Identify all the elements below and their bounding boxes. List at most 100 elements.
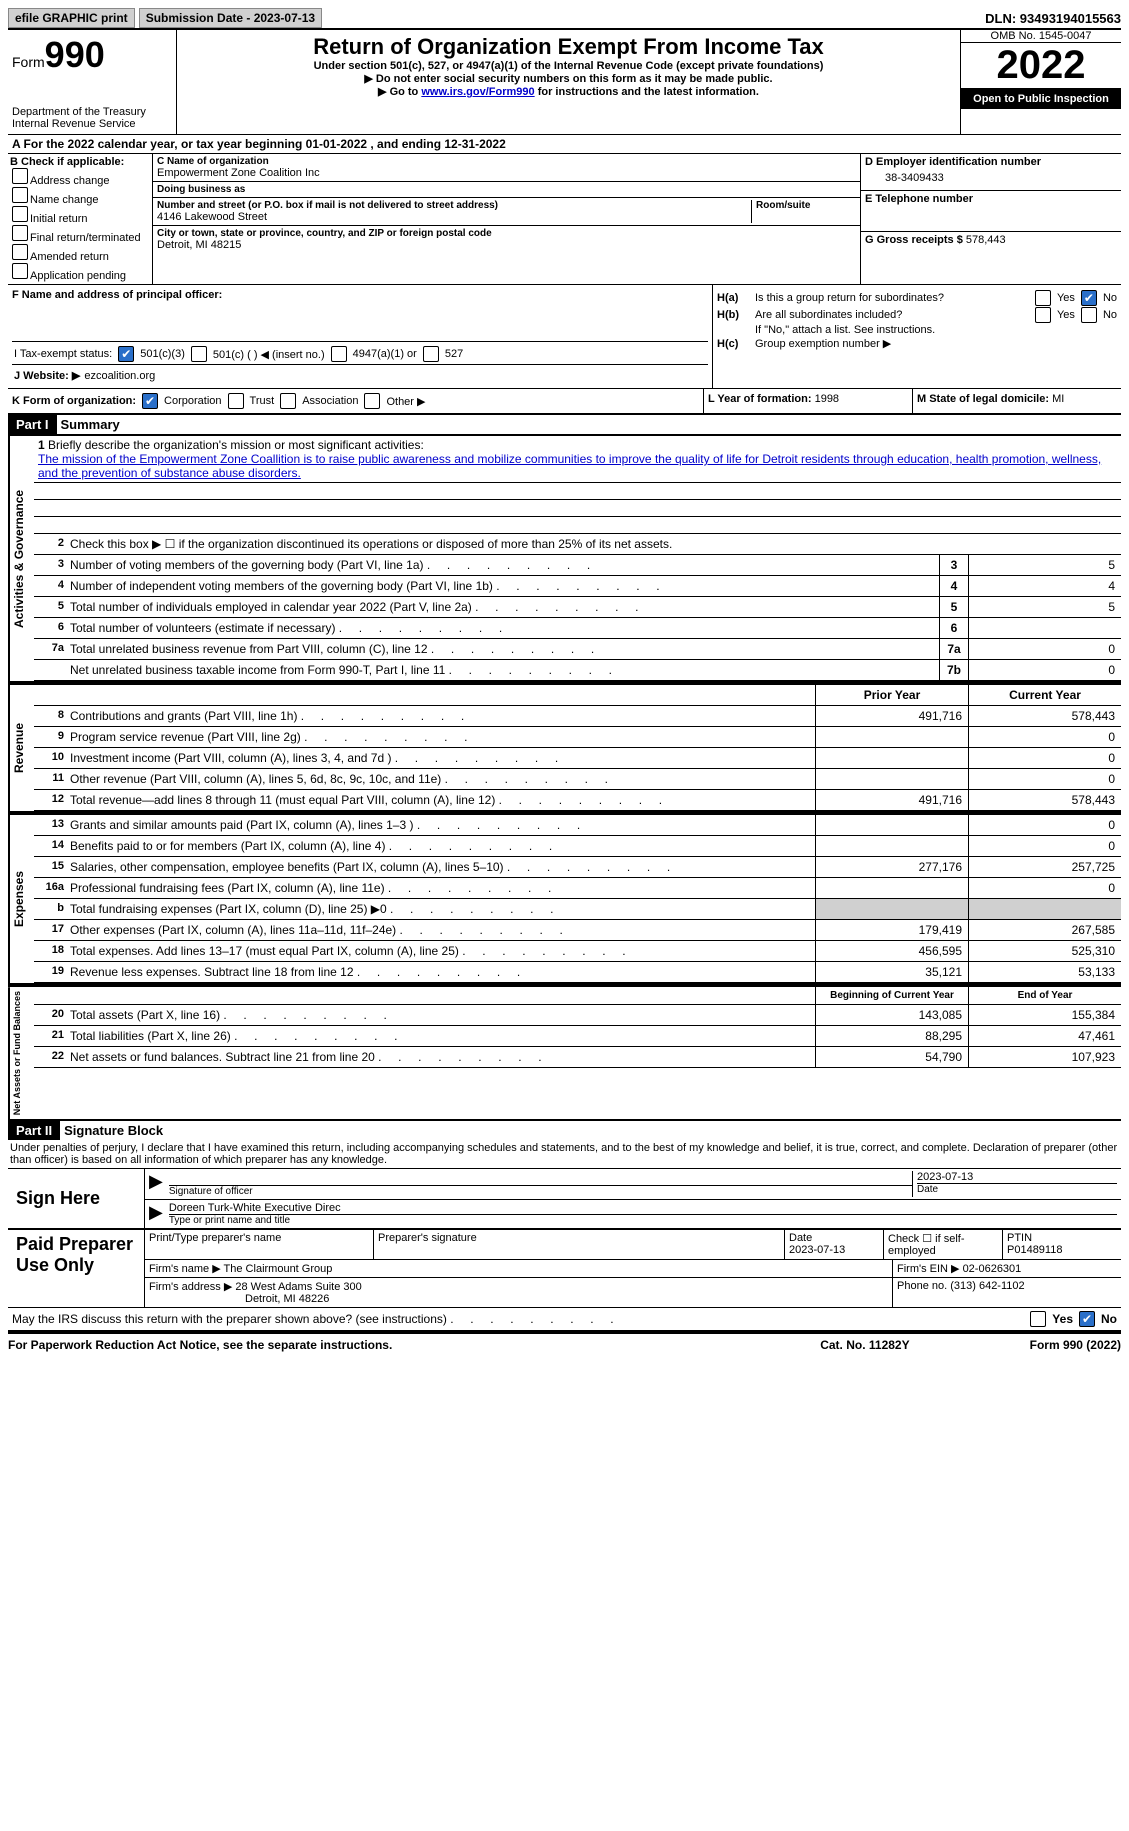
city-label: City or town, state or province, country… bbox=[157, 228, 856, 239]
vlabel-netassets: Net Assets or Fund Balances bbox=[8, 987, 34, 1119]
box-f: F Name and address of principal officer:… bbox=[8, 285, 713, 388]
ptin-value: P01489118 bbox=[1007, 1244, 1062, 1256]
check-amended-return[interactable]: Amended return bbox=[10, 244, 150, 263]
efile-button[interactable]: efile GRAPHIC print bbox=[8, 8, 135, 28]
check-501c[interactable] bbox=[191, 346, 207, 362]
table-row: 7aTotal unrelated business revenue from … bbox=[34, 639, 1121, 660]
omb-label: OMB No. 1545-0047 bbox=[961, 30, 1121, 42]
part-1-header: Part I bbox=[8, 415, 57, 434]
check-501c3[interactable] bbox=[118, 346, 134, 362]
prep-date-label: Date bbox=[789, 1232, 812, 1244]
prep-row-2: Firm's name ▶ The Clairmount Group Firm'… bbox=[145, 1260, 1121, 1278]
hc-line: H(c) Group exemption number ▶ bbox=[717, 337, 1117, 350]
hc-text: Group exemption number ▶ bbox=[755, 337, 891, 350]
hb-yes[interactable] bbox=[1035, 307, 1051, 323]
sig-officer-row: ▶ Signature of officer 2023-07-13 Date bbox=[145, 1169, 1121, 1200]
check-corporation[interactable] bbox=[142, 393, 158, 409]
box-m-label: M State of legal domicile: bbox=[917, 393, 1049, 405]
sign-here-row: Sign Here ▶ Signature of officer 2023-07… bbox=[8, 1169, 1121, 1229]
check-other[interactable] bbox=[364, 393, 380, 409]
check-association[interactable] bbox=[280, 393, 296, 409]
opt-address-change: Address change bbox=[30, 175, 110, 187]
phone-cell: E Telephone number bbox=[861, 191, 1121, 232]
no-label-2: No bbox=[1103, 309, 1117, 321]
table-row: 14Benefits paid to or for members (Part … bbox=[34, 836, 1121, 857]
box-l-value: 1998 bbox=[815, 393, 839, 405]
check-trust[interactable] bbox=[228, 393, 244, 409]
summary-expenses: Expenses 13Grants and similar amounts pa… bbox=[8, 813, 1121, 985]
submission-date-button[interactable]: Submission Date - 2023-07-13 bbox=[139, 8, 322, 28]
table-row: 17Other expenses (Part IX, column (A), l… bbox=[34, 920, 1121, 941]
opt-assoc: Association bbox=[302, 395, 358, 407]
box-m-value: MI bbox=[1052, 393, 1064, 405]
top-bar: efile GRAPHIC print Submission Date - 20… bbox=[8, 8, 1121, 30]
opt-initial-return: Initial return bbox=[30, 213, 87, 225]
table-row: 5Total number of individuals employed in… bbox=[34, 597, 1121, 618]
opt-527: 527 bbox=[445, 348, 463, 360]
goto-pre: ▶ Go to bbox=[378, 86, 421, 98]
table-row: 6Total number of volunteers (estimate if… bbox=[34, 618, 1121, 639]
check-4947[interactable] bbox=[331, 346, 347, 362]
check-final-return[interactable]: Final return/terminated bbox=[10, 225, 150, 244]
yes-label: Yes bbox=[1057, 292, 1075, 304]
phone-label-prep: Phone no. bbox=[897, 1280, 947, 1292]
form-header: Form990 Department of the Treasury Inter… bbox=[8, 30, 1121, 135]
sign-here-right: ▶ Signature of officer 2023-07-13 Date ▶… bbox=[145, 1169, 1121, 1228]
gross-label: G Gross receipts $ bbox=[865, 234, 963, 246]
sig-declaration: Under penalties of perjury, I declare th… bbox=[8, 1140, 1121, 1169]
netassets-header-row: Beginning of Current Year End of Year bbox=[34, 987, 1121, 1005]
part-2-title: Signature Block bbox=[60, 1121, 167, 1140]
firm-name-cell: Firm's name ▶ The Clairmount Group bbox=[145, 1260, 893, 1277]
opt-amended-return: Amended return bbox=[30, 251, 109, 263]
box-k-label: K Form of organization: bbox=[12, 395, 136, 407]
table-row: 12Total revenue—add lines 8 through 11 (… bbox=[34, 790, 1121, 811]
open-inspection: Open to Public Inspection bbox=[961, 89, 1121, 109]
box-i: I Tax-exempt status: 501(c)(3) 501(c) ( … bbox=[12, 341, 708, 364]
ha-yes[interactable] bbox=[1035, 290, 1051, 306]
irs-link[interactable]: www.irs.gov/Form990 bbox=[421, 86, 534, 98]
ha-no[interactable] bbox=[1081, 290, 1097, 306]
ha-text: Is this a group return for subordinates? bbox=[755, 292, 1029, 304]
section-klm: K Form of organization: Corporation Trus… bbox=[8, 389, 1121, 415]
blank-2 bbox=[34, 500, 1121, 517]
hb-no[interactable] bbox=[1081, 307, 1097, 323]
summary-netassets: Net Assets or Fund Balances Beginning of… bbox=[8, 985, 1121, 1121]
discuss-yes-label: Yes bbox=[1052, 1312, 1073, 1326]
phone-value bbox=[865, 205, 1117, 229]
check-name-change[interactable]: Name change bbox=[10, 187, 150, 206]
section-bcdeg: B Check if applicable: Address change Na… bbox=[8, 154, 1121, 285]
opt-501c3: 501(c)(3) bbox=[140, 348, 185, 360]
opt-corp: Corporation bbox=[164, 395, 221, 407]
firm-city-value: Detroit, MI 48226 bbox=[149, 1293, 329, 1305]
part-2-header-row: Part II Signature Block bbox=[8, 1121, 1121, 1140]
prep-date-value: 2023-07-13 bbox=[789, 1244, 845, 1256]
dba-cell: Doing business as bbox=[153, 182, 860, 198]
part-1-title: Summary bbox=[57, 415, 124, 434]
city-cell: City or town, state or province, country… bbox=[153, 226, 860, 253]
discuss-no[interactable] bbox=[1079, 1311, 1095, 1327]
sig-name-value: Doreen Turk-White Executive Direc bbox=[169, 1202, 1117, 1214]
expense-block: 13Grants and similar amounts paid (Part … bbox=[34, 815, 1121, 983]
firm-ein-label: Firm's EIN ▶ bbox=[897, 1263, 960, 1275]
hb-note: If "No," attach a list. See instructions… bbox=[717, 324, 1117, 336]
sig-date-value: 2023-07-13 bbox=[917, 1171, 1117, 1183]
box-h: H(a) Is this a group return for subordin… bbox=[713, 285, 1121, 388]
form-number: Form990 bbox=[12, 34, 172, 76]
form-title: Return of Organization Exempt From Incom… bbox=[181, 34, 956, 60]
check-initial-return[interactable]: Initial return bbox=[10, 206, 150, 225]
address-value: 4146 Lakewood Street bbox=[157, 211, 751, 223]
prep-ptin-cell: PTINP01489118 bbox=[1003, 1230, 1121, 1259]
check-527[interactable] bbox=[423, 346, 439, 362]
discuss-yes[interactable] bbox=[1030, 1311, 1046, 1327]
form-subtitle-3: ▶ Go to www.irs.gov/Form990 for instruct… bbox=[181, 85, 956, 98]
check-address-change[interactable]: Address change bbox=[10, 168, 150, 187]
paid-preparer: Paid Preparer Use Only Print/Type prepar… bbox=[8, 1229, 1121, 1307]
org-name-label: C Name of organization bbox=[157, 156, 856, 167]
box-j: J Website: ▶ ezcoalition.org bbox=[12, 364, 708, 384]
check-application-pending[interactable]: Application pending bbox=[10, 263, 150, 282]
phone-label: E Telephone number bbox=[865, 193, 1117, 205]
revenue-block: Prior Year Current Year 8Contributions a… bbox=[34, 685, 1121, 811]
website-value: ezcoalition.org bbox=[84, 370, 155, 382]
opt-name-change: Name change bbox=[30, 194, 99, 206]
firm-addr-value: 28 West Adams Suite 300 bbox=[235, 1281, 361, 1293]
